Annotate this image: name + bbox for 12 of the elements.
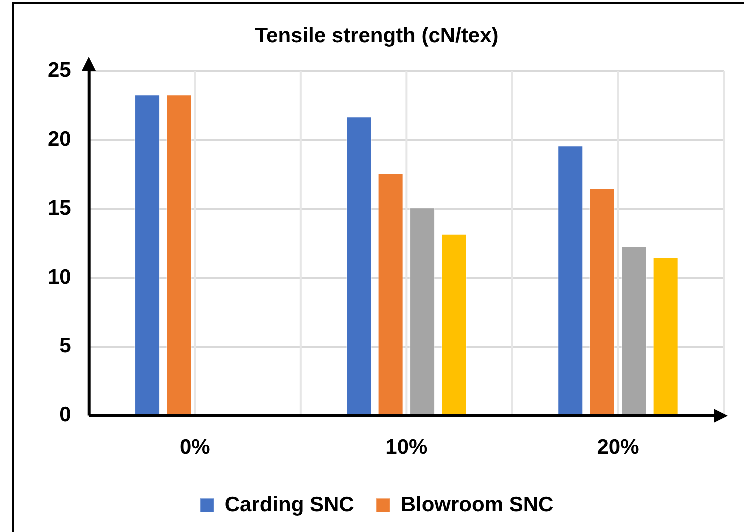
y-tick-label: 0 [60, 404, 72, 427]
x-tick-label: 0% [180, 436, 211, 460]
x-tick-label: 20% [597, 436, 640, 460]
y-tick-label: 20 [48, 128, 72, 151]
y-tick-label: 5 [60, 334, 72, 358]
y-tick-label: 15 [48, 196, 72, 220]
x-tick-label: 10% [386, 436, 428, 460]
legend-label: Carding SNC [224, 493, 354, 516]
y-tick-label: 10 [48, 266, 72, 289]
chart-title: Tensile strength (cN/tex) [255, 24, 499, 48]
y-tick-label: 25 [48, 58, 72, 82]
legend-label: Blowroom SNC [400, 493, 554, 516]
